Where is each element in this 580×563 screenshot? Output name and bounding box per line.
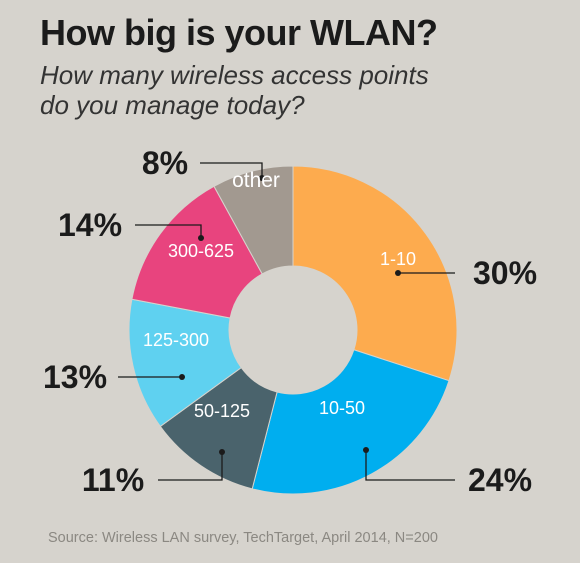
percent-label-50-125: 11%	[82, 462, 144, 498]
slice-1-10	[292, 165, 458, 382]
leader-dot-1-10	[395, 270, 401, 276]
leader-dot-10-50	[363, 447, 369, 453]
slice-other	[213, 165, 294, 275]
slice-label-50-125: 50-125	[194, 401, 250, 421]
percent-label-10-50: 24%	[468, 462, 532, 498]
source-note: Source: Wireless LAN survey, TechTarget,…	[48, 530, 438, 546]
subtitle-line-2: do you manage today?	[40, 90, 305, 120]
leader-dot-other	[259, 175, 265, 181]
slice-125-300	[128, 298, 242, 428]
slice-300-625	[131, 185, 263, 319]
leader-line-50-125	[158, 452, 223, 481]
chart-title: How big is your WLAN?	[40, 12, 438, 53]
slice-label-1-10: 1-10	[380, 249, 416, 269]
slice-10-50	[251, 349, 450, 495]
slice-label-125-300: 125-300	[143, 330, 209, 350]
leader-dot-50-125	[219, 449, 225, 455]
percent-label-other: 8%	[142, 145, 188, 181]
slice-label-300-625: 300-625	[168, 241, 234, 261]
subtitle-line-1: How many wireless access points	[40, 60, 429, 90]
leader-line-300-625	[135, 224, 202, 238]
percent-label-125-300: 13%	[43, 359, 107, 395]
leader-dot-125-300	[179, 374, 185, 380]
slice-label-10-50: 10-50	[319, 398, 365, 418]
leader-dot-300-625	[198, 235, 204, 241]
leader-line-10-50	[365, 450, 455, 481]
percent-label-300-625: 14%	[58, 207, 122, 243]
leader-line-other	[200, 162, 263, 178]
percent-label-1-10: 30%	[473, 255, 537, 291]
chart-subtitle: How many wireless access points do you m…	[40, 60, 429, 120]
slice-label-other: other	[232, 169, 280, 192]
